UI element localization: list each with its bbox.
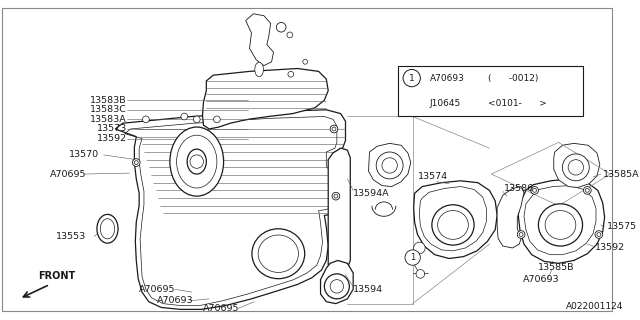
Circle shape (143, 116, 149, 123)
Ellipse shape (97, 214, 118, 243)
Text: 13585A: 13585A (603, 170, 639, 179)
Ellipse shape (255, 62, 264, 77)
Circle shape (324, 274, 349, 299)
Text: <0101-      >: <0101- > (488, 99, 547, 108)
Text: 13575: 13575 (607, 222, 637, 231)
Circle shape (382, 158, 397, 173)
Text: FRONT: FRONT (38, 271, 76, 281)
Circle shape (287, 32, 292, 38)
Ellipse shape (100, 219, 115, 239)
Polygon shape (115, 110, 346, 309)
Polygon shape (328, 148, 350, 273)
Polygon shape (518, 179, 605, 263)
Text: 13583A: 13583A (90, 115, 127, 124)
Ellipse shape (432, 205, 474, 245)
Circle shape (330, 280, 344, 293)
Circle shape (334, 194, 338, 198)
Text: A70693: A70693 (430, 74, 465, 83)
Circle shape (332, 192, 340, 200)
Ellipse shape (252, 229, 305, 279)
Circle shape (403, 69, 420, 87)
Circle shape (597, 233, 601, 236)
Polygon shape (202, 68, 328, 129)
Ellipse shape (177, 135, 217, 188)
Text: 13570: 13570 (69, 150, 99, 159)
Circle shape (517, 231, 525, 238)
Circle shape (519, 233, 523, 236)
Circle shape (416, 269, 425, 278)
Text: 13586: 13586 (504, 184, 534, 193)
Circle shape (132, 159, 140, 166)
Text: 13583B: 13583B (90, 96, 127, 105)
Ellipse shape (258, 235, 298, 272)
Text: 1: 1 (409, 74, 415, 83)
Circle shape (288, 71, 294, 77)
Text: 13553: 13553 (56, 232, 86, 241)
Text: 13592: 13592 (595, 244, 625, 252)
Circle shape (584, 187, 591, 194)
Circle shape (376, 152, 403, 179)
Text: 1: 1 (410, 253, 415, 262)
Ellipse shape (545, 211, 576, 239)
Circle shape (276, 22, 286, 32)
Text: 13585B: 13585B (538, 263, 574, 272)
Text: J10645: J10645 (430, 99, 461, 108)
Circle shape (531, 187, 538, 194)
Ellipse shape (170, 127, 223, 196)
Circle shape (563, 154, 589, 181)
Ellipse shape (538, 204, 582, 246)
Circle shape (595, 231, 603, 238)
Circle shape (190, 155, 204, 168)
Circle shape (181, 113, 188, 120)
Text: A70693: A70693 (156, 296, 193, 305)
Ellipse shape (187, 149, 206, 174)
Text: 13592: 13592 (97, 134, 127, 143)
Polygon shape (246, 14, 273, 66)
Bar (398, 66, 582, 116)
Text: 13583C: 13583C (90, 105, 127, 114)
Polygon shape (554, 143, 600, 188)
Circle shape (214, 116, 220, 123)
Circle shape (586, 188, 589, 192)
Text: A70695: A70695 (202, 304, 239, 313)
Circle shape (193, 116, 200, 123)
Text: 13573: 13573 (97, 124, 127, 133)
Circle shape (332, 127, 336, 131)
Text: 13594: 13594 (353, 285, 383, 294)
Circle shape (330, 125, 338, 133)
Circle shape (303, 60, 308, 64)
Text: A70695: A70695 (50, 170, 86, 179)
Text: 13574: 13574 (417, 172, 447, 181)
Polygon shape (369, 143, 411, 187)
Polygon shape (413, 181, 497, 259)
Text: A022001124: A022001124 (566, 302, 623, 311)
Ellipse shape (438, 211, 468, 239)
Circle shape (532, 188, 536, 192)
Text: 13594A: 13594A (353, 189, 390, 198)
Circle shape (134, 161, 138, 164)
Text: A70695: A70695 (139, 285, 175, 294)
Circle shape (568, 160, 584, 175)
Circle shape (405, 250, 420, 265)
Polygon shape (497, 187, 524, 248)
Polygon shape (321, 260, 353, 304)
Circle shape (413, 242, 425, 254)
Text: A70693: A70693 (523, 275, 559, 284)
Text: (      -0012): ( -0012) (488, 74, 538, 83)
